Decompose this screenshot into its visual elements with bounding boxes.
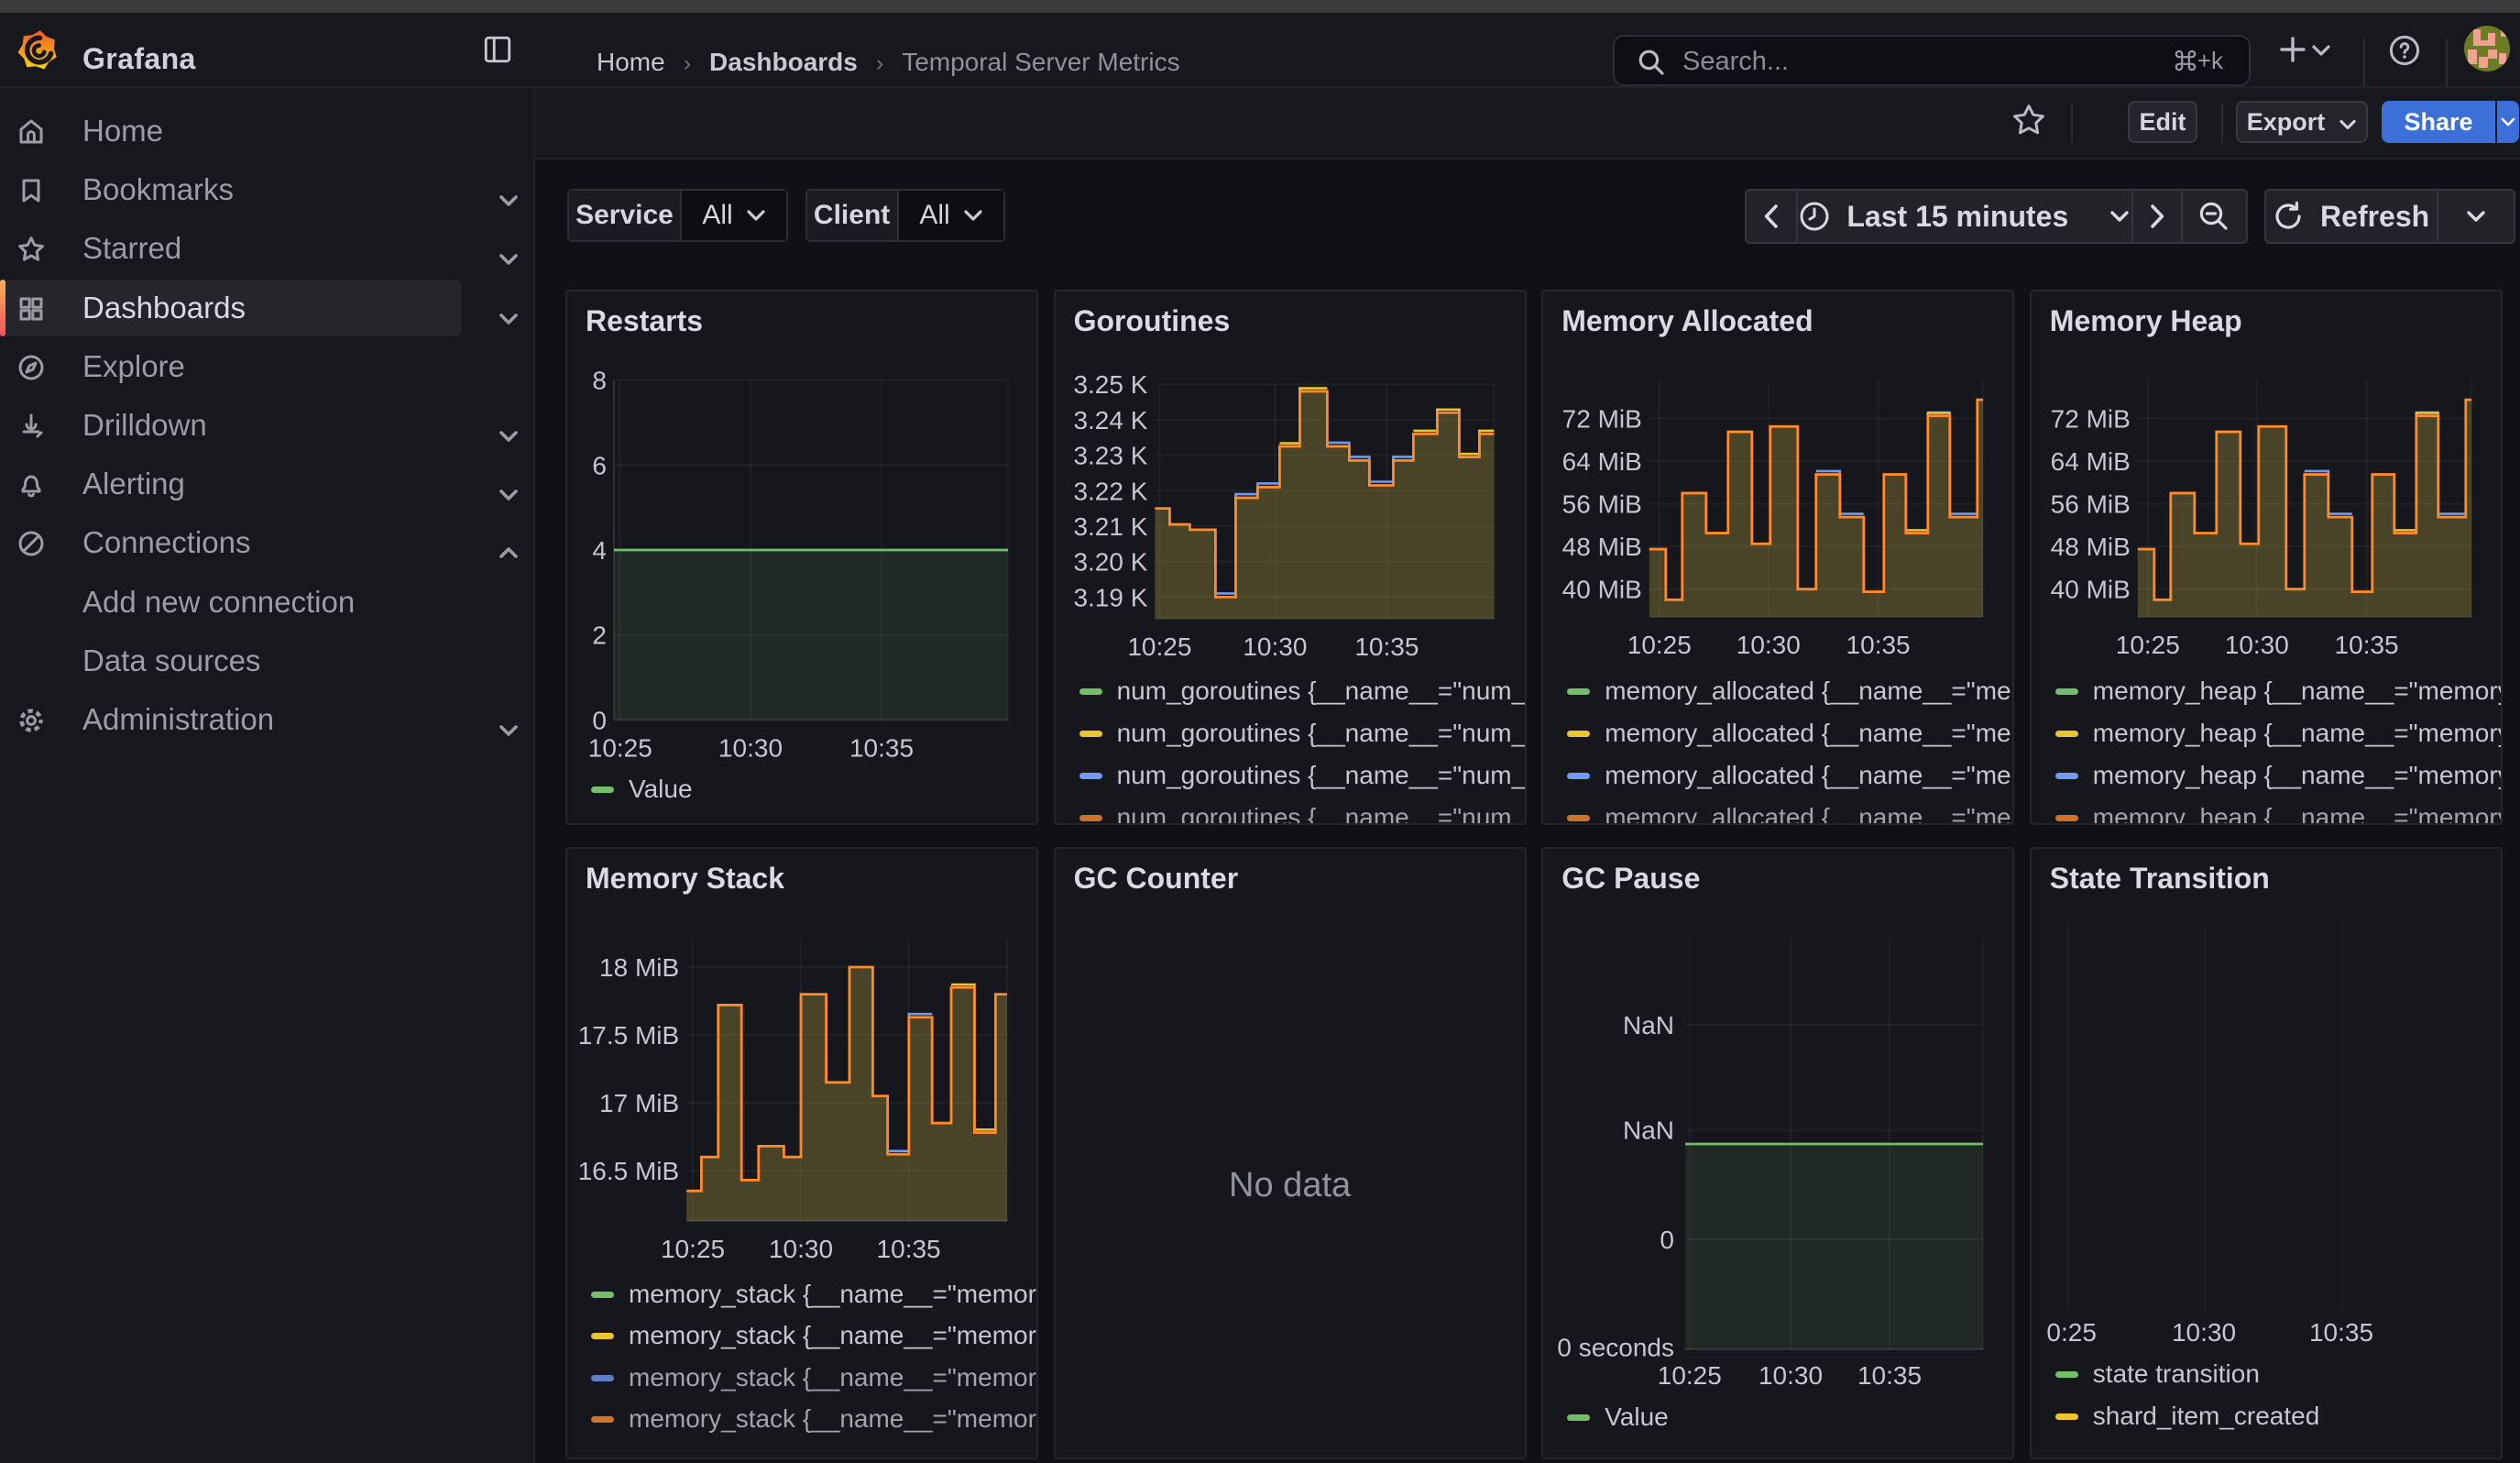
svg-text:10:25: 10:25 — [1127, 632, 1191, 661]
svg-text:48 MiB: 48 MiB — [2050, 533, 2130, 561]
svg-text:10:25: 10:25 — [2116, 631, 2180, 659]
svg-text:3.21 K: 3.21 K — [1073, 512, 1147, 541]
svg-text:40 MiB: 40 MiB — [1562, 576, 1642, 604]
svg-text:3.20 K: 3.20 K — [1073, 548, 1147, 577]
svg-text:10:25: 10:25 — [588, 733, 652, 762]
svg-text:10:35: 10:35 — [849, 733, 914, 762]
svg-text:2: 2 — [592, 622, 607, 650]
svg-text:40 MiB: 40 MiB — [2050, 576, 2130, 604]
svg-text:10:30: 10:30 — [769, 1235, 833, 1263]
svg-text:10:35: 10:35 — [2334, 631, 2398, 659]
svg-text:10:30: 10:30 — [1243, 632, 1307, 661]
svg-text:8: 8 — [592, 367, 607, 395]
svg-text:10:25: 10:25 — [1627, 631, 1692, 659]
svg-text:10:35: 10:35 — [2309, 1318, 2373, 1347]
svg-text:10:30: 10:30 — [1737, 631, 1801, 659]
svg-text:16.5 MiB: 16.5 MiB — [578, 1157, 680, 1185]
svg-text:NaN: NaN — [1623, 1116, 1674, 1145]
svg-text:10:35: 10:35 — [1354, 632, 1419, 661]
svg-text:64 MiB: 64 MiB — [2050, 447, 2130, 476]
svg-text:0: 0 — [592, 706, 607, 734]
svg-text:10:25: 10:25 — [661, 1235, 725, 1263]
svg-text:72 MiB: 72 MiB — [2050, 404, 2130, 433]
svg-text:6: 6 — [592, 451, 607, 479]
svg-text:17 MiB: 17 MiB — [599, 1089, 679, 1117]
svg-text:3.24 K: 3.24 K — [1073, 406, 1147, 434]
svg-text:0 seconds: 0 seconds — [1558, 1334, 1675, 1362]
svg-text:17.5 MiB: 17.5 MiB — [578, 1021, 680, 1050]
svg-text:72 MiB: 72 MiB — [1562, 404, 1642, 433]
svg-text:3.23 K: 3.23 K — [1073, 442, 1147, 470]
svg-text:10:35: 10:35 — [1857, 1361, 1922, 1390]
svg-text:10:35: 10:35 — [877, 1235, 941, 1263]
svg-text:10:25: 10:25 — [1658, 1361, 1722, 1390]
svg-text:10:30: 10:30 — [1759, 1361, 1823, 1390]
svg-text:10:30: 10:30 — [2225, 631, 2289, 659]
svg-text:NaN: NaN — [1623, 1011, 1674, 1040]
svg-text:10:35: 10:35 — [1846, 631, 1911, 659]
svg-text:3.22 K: 3.22 K — [1073, 477, 1147, 505]
svg-text:18 MiB: 18 MiB — [599, 953, 679, 982]
svg-text:48 MiB: 48 MiB — [1562, 533, 1642, 561]
svg-text:64 MiB: 64 MiB — [1562, 447, 1642, 476]
svg-text:3.25 K: 3.25 K — [1073, 370, 1147, 399]
svg-text:10:30: 10:30 — [2172, 1318, 2236, 1347]
svg-text:10:30: 10:30 — [718, 733, 783, 762]
svg-text:0:25: 0:25 — [2046, 1318, 2097, 1347]
svg-text:3.19 K: 3.19 K — [1073, 583, 1147, 611]
svg-text:4: 4 — [592, 536, 607, 565]
svg-text:56 MiB: 56 MiB — [1562, 490, 1642, 519]
svg-text:56 MiB: 56 MiB — [2050, 490, 2130, 519]
svg-text:0: 0 — [1660, 1226, 1675, 1254]
